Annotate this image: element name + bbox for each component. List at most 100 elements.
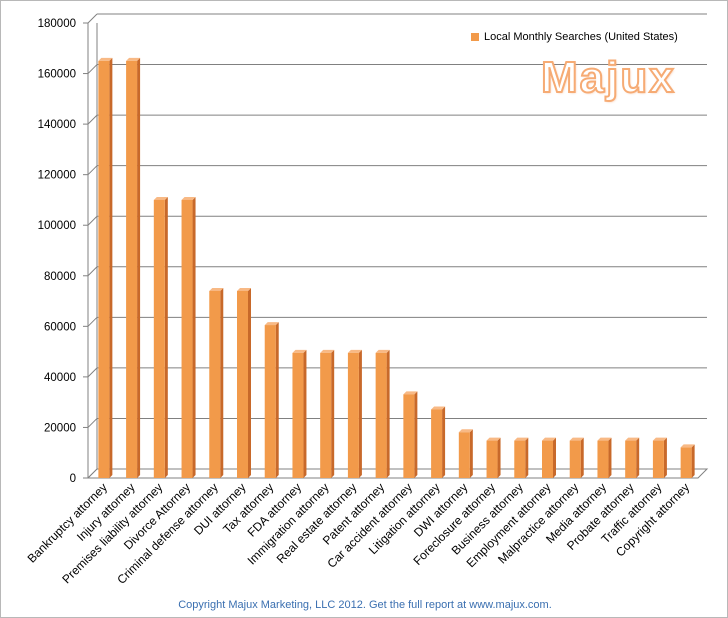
bar-top (652, 437, 667, 441)
bar (153, 196, 168, 478)
bar-side (636, 437, 640, 478)
bar-front (569, 440, 581, 478)
bar-side (497, 437, 501, 478)
gridline-depth (87, 367, 98, 378)
bar-side (580, 437, 584, 478)
bar (403, 391, 418, 478)
bar-top (486, 437, 501, 441)
gridline-depth (87, 114, 98, 125)
bar-top (431, 406, 446, 410)
bar (237, 287, 251, 478)
bar-side (358, 349, 362, 478)
bar-front (680, 447, 692, 478)
bar-top (98, 57, 113, 61)
gridline-depth (87, 215, 98, 226)
bar-top (181, 196, 196, 200)
bar (431, 406, 446, 478)
y-tick-labels: 0 20000 40000 60000 80000 100000 120000 140000 1… (38, 18, 76, 485)
bar-front (320, 352, 332, 478)
bar-side (303, 349, 307, 478)
bar-front (264, 325, 276, 478)
bar (181, 196, 196, 478)
bar-front (153, 199, 165, 478)
bar (209, 287, 224, 478)
y-tick-label: 180000 (38, 18, 76, 30)
bar (126, 57, 141, 479)
bar-top (597, 437, 612, 441)
gridline-depth (87, 64, 98, 74)
bar-front (652, 440, 664, 478)
bar-top (569, 437, 584, 441)
y-tick-label: 40000 (44, 372, 76, 384)
bar-side (192, 196, 196, 478)
gridline-depth (87, 165, 98, 176)
bar (486, 437, 501, 478)
majux-logo: Majux (540, 52, 676, 103)
bar-side (386, 349, 390, 478)
bar (292, 349, 307, 478)
bar-front (126, 60, 138, 479)
bar (98, 57, 113, 479)
bar-top (514, 437, 529, 441)
bar-side (220, 287, 224, 478)
bar-side (248, 287, 251, 478)
bar-front (597, 440, 609, 478)
bar-front (542, 440, 553, 478)
bar-top (625, 437, 640, 441)
y-tick-label: 120000 (38, 170, 76, 182)
y-tick-label: 140000 (38, 119, 76, 131)
bar-front (625, 440, 637, 478)
y-tick-label: 60000 (44, 321, 76, 333)
bar-top (403, 391, 418, 395)
bar-front (514, 440, 526, 478)
x-axis-floor (86, 468, 709, 479)
bar-top (153, 196, 168, 200)
bar-front (403, 394, 415, 478)
bar-front (347, 352, 359, 478)
bar-side (469, 429, 473, 478)
bar-front (98, 60, 110, 479)
bar-front (209, 290, 221, 478)
y-tick-label: 160000 (38, 69, 76, 81)
bar-front (486, 440, 498, 478)
bar (625, 437, 640, 478)
bar (264, 322, 279, 478)
bar (375, 349, 390, 478)
bar-front (375, 352, 387, 478)
gridline-depth (87, 13, 98, 24)
bar-side (275, 322, 279, 478)
bar-side (442, 406, 446, 478)
bar-top (292, 349, 307, 353)
bar-top (237, 287, 251, 291)
bar-side (331, 349, 335, 478)
legend-label: Local Monthly Searches (United States) (484, 31, 678, 43)
bar-side (164, 196, 168, 478)
bar (569, 437, 584, 478)
legend: Local Monthly Searches (United States) (471, 31, 678, 43)
bar-front (292, 352, 304, 478)
gridline-depth (87, 316, 98, 327)
bar (542, 437, 556, 478)
bar (320, 349, 335, 478)
bar-top (209, 287, 224, 291)
bar-front (458, 432, 470, 478)
bar-front (237, 290, 248, 478)
bar (514, 437, 529, 478)
bar (680, 444, 695, 478)
bars (98, 57, 695, 479)
y-tick-label: 100000 (38, 220, 76, 232)
bar-side (109, 57, 113, 479)
bar (347, 349, 362, 478)
bar (652, 437, 667, 478)
bar (597, 437, 612, 478)
bar-front (431, 409, 443, 478)
bar-side (525, 437, 529, 478)
bar-top (375, 349, 390, 353)
bar-side (663, 437, 667, 478)
gridlines (87, 13, 707, 479)
gridline-depth (87, 266, 98, 277)
bar-top (680, 444, 695, 448)
